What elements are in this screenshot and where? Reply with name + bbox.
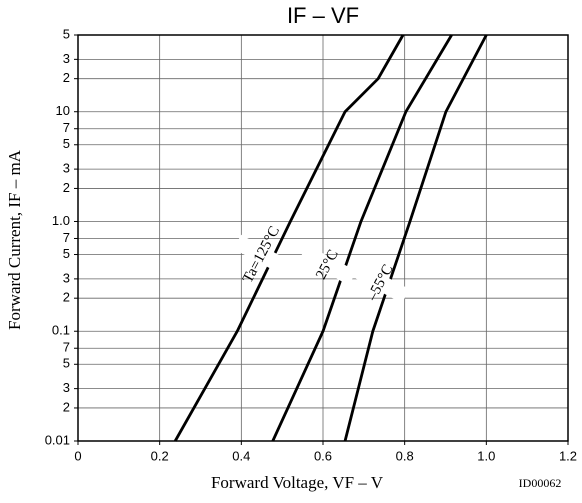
y-tick-label: 3 <box>63 51 70 66</box>
y-tick-label: 0.01 <box>45 432 70 447</box>
y-tick-label: 5 <box>63 246 70 261</box>
y-tick-label: 2 <box>63 290 70 305</box>
curve-label-bg <box>352 262 410 304</box>
y-tick-label: 1.0 <box>52 213 70 228</box>
y-tick-label: 7 <box>63 230 70 245</box>
x-tick-label: 0.2 <box>151 448 169 463</box>
y-tick-label: 2 <box>63 70 70 85</box>
curve <box>343 34 488 442</box>
curve <box>173 34 405 442</box>
y-tick-label: 2 <box>63 180 70 195</box>
y-tick-label: 7 <box>63 340 70 355</box>
y-tick-label: 7 <box>63 120 70 135</box>
y-tick-label: 0.1 <box>52 323 70 338</box>
y-tick-label: 5 <box>63 356 70 371</box>
y-tick-label: 5 <box>63 26 70 41</box>
y-tick-label: 2 <box>63 399 70 414</box>
chart-title: IF – VF <box>287 3 359 28</box>
y-tick-label: 3 <box>63 270 70 285</box>
y-axis-label: Forward Current, IF – mA <box>5 149 24 330</box>
x-tick-label: 0 <box>74 448 81 463</box>
x-tick-label: 0.8 <box>396 448 414 463</box>
x-tick-label: 1.0 <box>477 448 495 463</box>
x-tick-label: 1.2 <box>559 448 577 463</box>
x-tick-label: 0.6 <box>314 448 332 463</box>
curve-label-bg <box>299 244 357 286</box>
x-axis-label: Forward Voltage, VF – V <box>211 473 384 492</box>
curve-label-bg <box>233 234 291 276</box>
plot-frame <box>77 34 569 442</box>
x-tick-label: 0.4 <box>232 448 250 463</box>
y-tick-label: 3 <box>63 380 70 395</box>
y-tick-label: 10 <box>56 103 70 118</box>
y-tick-label: 5 <box>63 136 70 151</box>
curve <box>271 34 453 442</box>
figure-id: ID00062 <box>519 476 562 490</box>
y-tick-label: 3 <box>63 161 70 176</box>
